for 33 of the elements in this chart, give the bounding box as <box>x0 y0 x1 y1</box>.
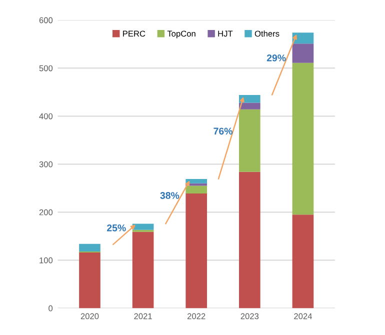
y-tick-label: 0 <box>48 305 53 312</box>
bar <box>132 232 154 308</box>
bar <box>292 214 314 308</box>
annotation: 76% <box>214 128 232 135</box>
bar <box>186 186 208 194</box>
bar <box>238 109 260 172</box>
bar <box>292 32 314 44</box>
bar <box>292 44 314 63</box>
legend-label: PERC <box>123 30 146 37</box>
y-tick-label: 100 <box>40 257 53 264</box>
legend-label: Others <box>254 30 280 37</box>
bar <box>186 193 208 308</box>
bar <box>238 102 260 110</box>
x-tick-label: 2024 <box>294 313 312 320</box>
x-tick-label: 2022 <box>188 313 206 320</box>
legend-label: TopCon <box>167 30 196 38</box>
annotation: 25% <box>106 224 126 232</box>
x-tick-label: 2023 <box>240 313 259 320</box>
y-tick-label: 500 <box>39 65 53 72</box>
bar <box>79 244 100 252</box>
bar <box>238 172 260 308</box>
y-tick-label: 300 <box>39 161 53 168</box>
x-tick-label: 2021 <box>134 313 152 320</box>
annotation: 38% <box>160 192 180 199</box>
y-tick-label: 600 <box>39 17 53 24</box>
bar <box>238 95 260 103</box>
y-tick-label: 200 <box>39 209 53 216</box>
x-tick-label: 2020 <box>80 313 99 320</box>
bar <box>79 252 100 308</box>
annotation: 29% <box>266 54 286 62</box>
legend-label: HJT <box>218 30 233 37</box>
y-tick-label: 400 <box>39 113 53 120</box>
bar <box>292 62 314 215</box>
